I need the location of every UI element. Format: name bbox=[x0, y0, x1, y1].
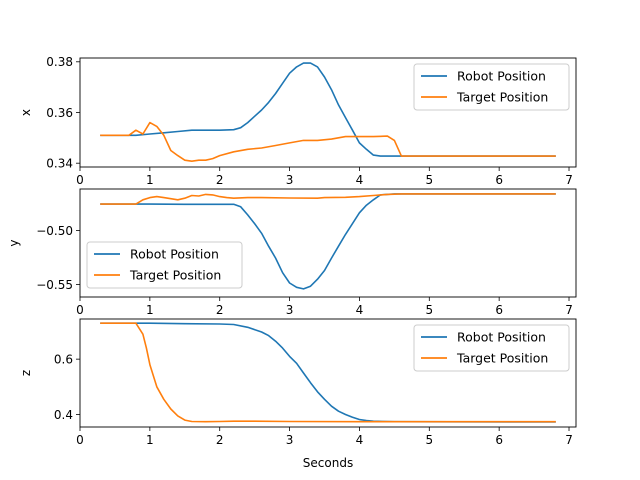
axes-frame bbox=[79, 318, 577, 428]
x-tick-label: 2 bbox=[216, 173, 224, 187]
x-tick-label: 6 bbox=[495, 303, 503, 317]
subplot-y: 0 1 2 3 4 5 6 7 −0.50 −0.55 y Robot Position Target … bbox=[7, 188, 577, 317]
y-tick-label: 0.38 bbox=[46, 55, 73, 69]
x-tick-label: 4 bbox=[356, 433, 364, 447]
legend-label-target: Target Position bbox=[129, 268, 221, 283]
series-line-target bbox=[100, 322, 556, 423]
y-tick-label: 0.36 bbox=[46, 106, 73, 120]
y-axis-label: x bbox=[19, 109, 33, 116]
x-tick-label: 7 bbox=[565, 173, 573, 187]
legend-box bbox=[413, 63, 570, 111]
y-tick-label: 0.6 bbox=[54, 352, 73, 366]
subplot-z: 0 1 2 3 4 5 6 7 0.4 0.6 z Seconds Robot Position Targ… bbox=[19, 318, 577, 470]
y-axis-label: z bbox=[19, 370, 33, 376]
x-tick-label: 4 bbox=[356, 303, 364, 317]
legend-box bbox=[413, 324, 570, 372]
x-tick-label: 6 bbox=[495, 433, 503, 447]
legend: Robot Position Target Position bbox=[413, 63, 570, 111]
legend-label-robot: Robot Position bbox=[457, 330, 546, 345]
x-tick-label: 1 bbox=[146, 433, 154, 447]
y-tick-label: −0.55 bbox=[36, 278, 73, 292]
x-tick-label: 7 bbox=[565, 433, 573, 447]
y-tick-label: −0.50 bbox=[36, 224, 73, 238]
legend-label-robot: Robot Position bbox=[457, 69, 546, 84]
x-tick-label: 0 bbox=[76, 303, 84, 317]
charts: 0 1 2 3 4 5 6 7 0.34 0.36 0.38 x Robot Position Targe… bbox=[7, 55, 577, 470]
x-tick-label: 2 bbox=[216, 303, 224, 317]
legend-label-target: Target Position bbox=[456, 351, 548, 366]
x-tick-label: 3 bbox=[286, 173, 294, 187]
x-tick-label: 4 bbox=[356, 173, 364, 187]
series-line-robot bbox=[100, 62, 556, 157]
x-tick-label: 0 bbox=[76, 433, 84, 447]
y-tick-label: 0.4 bbox=[54, 408, 73, 422]
x-axis-label: Seconds bbox=[303, 456, 353, 470]
legend-label-robot: Robot Position bbox=[130, 247, 219, 262]
legend: Robot Position Target Position bbox=[413, 324, 570, 372]
legend-label-target: Target Position bbox=[456, 90, 548, 105]
x-tick-label: 3 bbox=[286, 433, 294, 447]
series-line-target bbox=[100, 193, 556, 205]
x-tick-label: 3 bbox=[286, 303, 294, 317]
x-tick-label: 5 bbox=[425, 303, 433, 317]
x-tick-label: 7 bbox=[565, 303, 573, 317]
y-axis-label: y bbox=[7, 239, 21, 246]
legend: Robot Position Target Position bbox=[86, 241, 243, 289]
x-tick-label: 5 bbox=[425, 173, 433, 187]
x-tick-label: 1 bbox=[146, 173, 154, 187]
series-line-robot bbox=[100, 193, 556, 290]
series-line-robot bbox=[100, 322, 556, 423]
x-tick-label: 0 bbox=[76, 173, 84, 187]
x-tick-label: 2 bbox=[216, 433, 224, 447]
x-tick-label: 5 bbox=[425, 433, 433, 447]
subplot-x: 0 1 2 3 4 5 6 7 0.34 0.36 0.38 x Robot Position Targe… bbox=[19, 55, 577, 187]
axes-frame bbox=[79, 188, 577, 298]
x-tick-label: 6 bbox=[495, 173, 503, 187]
legend-box bbox=[86, 241, 243, 289]
series-line-target bbox=[100, 121, 556, 162]
x-tick-label: 1 bbox=[146, 303, 154, 317]
y-tick-label: 0.34 bbox=[46, 156, 73, 170]
